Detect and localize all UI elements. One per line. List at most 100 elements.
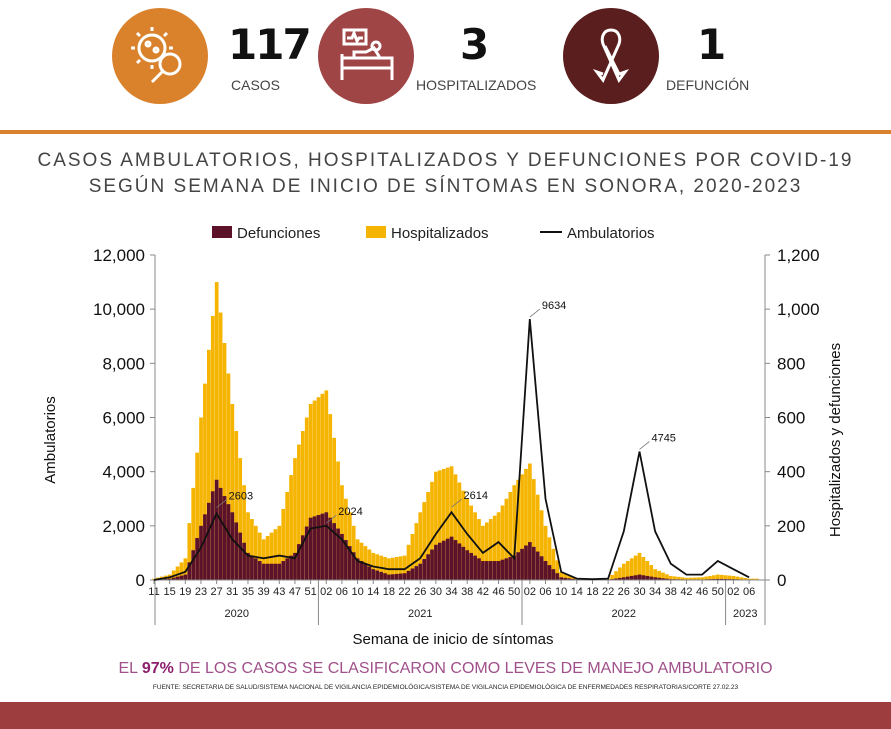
bar-defunciones (367, 566, 372, 580)
x-tick-label: 26 (414, 586, 426, 598)
bar-defunciones (269, 563, 274, 580)
y-axis-title-left: Ambulatorios (42, 396, 59, 484)
bar-hospitalizados (222, 343, 227, 580)
bar-defunciones (383, 573, 387, 580)
bar-defunciones (265, 563, 270, 580)
bar-hospitalizados (250, 519, 254, 580)
bar-defunciones (571, 578, 575, 580)
bar-hospitalizados (340, 485, 344, 580)
x-tick-label: 34 (649, 586, 661, 598)
bar-hospitalizados (735, 576, 740, 580)
x-tick-label: 43 (273, 586, 285, 598)
bar-hospitalizados (551, 548, 556, 580)
bar-defunciones (477, 558, 481, 580)
y-tick-label-right: 400 (777, 463, 805, 482)
x-tick-label: 46 (696, 586, 708, 598)
bar-defunciones (414, 566, 419, 580)
bar-defunciones (187, 562, 192, 580)
note-post: DE LOS CASOS SE CLASIFICARON COMO LEVES … (173, 660, 773, 677)
bar-hospitalizados (410, 533, 415, 580)
bar-hospitalizados (210, 315, 215, 580)
bar-defunciones (637, 574, 642, 580)
bar-defunciones (461, 546, 466, 580)
bar-hospitalizados (739, 577, 744, 580)
x-axis-title: Semana de inicio de síntomas (353, 631, 554, 648)
bar-hospitalizados (187, 523, 192, 580)
bar-hospitalizados (457, 482, 462, 580)
bar-defunciones (253, 558, 258, 580)
bar-hospitalizados (500, 505, 505, 580)
bar-defunciones (394, 573, 399, 580)
x-tick-label: 15 (164, 586, 176, 598)
bar-defunciones (281, 561, 286, 580)
bar-defunciones (250, 555, 254, 580)
bar-hospitalizados (207, 349, 211, 580)
y-tick-label-right: 200 (777, 517, 805, 536)
x-tick-label: 50 (712, 586, 724, 598)
bar-defunciones (210, 491, 215, 580)
bar-defunciones (387, 574, 391, 580)
x-tick-label: 34 (445, 586, 457, 598)
bar-hospitalizados (324, 390, 329, 580)
bar-hospitalizados (684, 577, 689, 580)
bar-hospitalizados (668, 575, 673, 580)
bar-defunciones (629, 575, 634, 580)
bar-hospitalizados (524, 468, 528, 580)
bar-defunciones (371, 569, 376, 580)
bar-defunciones (422, 559, 427, 580)
annotation-leader (529, 308, 541, 318)
bar-hospitalizados (751, 578, 755, 580)
deaths-count: 1 (697, 20, 726, 69)
bar-defunciones (332, 523, 336, 580)
bar-hospitalizados (700, 577, 704, 580)
bar-hospitalizados (618, 567, 622, 580)
bar-defunciones (641, 575, 646, 580)
bar-hospitalizados (179, 562, 184, 580)
bar-defunciones (551, 569, 556, 580)
x-tick-label: 35 (242, 586, 254, 598)
divider-line (0, 130, 891, 134)
bar-hospitalizados (692, 577, 697, 580)
bar-hospitalizados (320, 393, 325, 580)
bar-defunciones (508, 556, 513, 580)
x-tick-label: 51 (304, 586, 316, 598)
bar-hospitalizados (316, 397, 321, 580)
virus-magnifier-icon (131, 27, 182, 84)
bar-defunciones (625, 576, 630, 580)
bar-hospitalizados (665, 574, 669, 580)
bar-hospitalizados (512, 485, 517, 580)
source-text: FUENTE: SECRETARIA DE SALUD/SISTEMA NACI… (152, 684, 739, 691)
bar-hospitalizados (469, 505, 474, 580)
bar-hospitalizados (398, 556, 403, 580)
bar-hospitalizados (715, 574, 720, 580)
bar-defunciones (653, 577, 658, 580)
bar-hospitalizados (461, 490, 466, 580)
x-tick-label: 38 (665, 586, 677, 598)
bar-defunciones (375, 570, 380, 580)
bar-defunciones (492, 561, 497, 580)
x-tick-label: 06 (539, 586, 551, 598)
bar-defunciones (273, 563, 278, 580)
bar-defunciones (402, 573, 407, 580)
bar-defunciones (363, 563, 368, 580)
bar-defunciones (559, 577, 564, 580)
bar-defunciones (246, 552, 250, 580)
bar-defunciones (199, 525, 203, 580)
bar-hospitalizados (273, 529, 278, 580)
bar-hospitalizados (183, 558, 188, 580)
bar-defunciones (547, 565, 552, 580)
bar-defunciones (719, 578, 724, 580)
legend-label-ambulatorios: Ambulatorios (567, 225, 655, 242)
bar-defunciones (379, 571, 383, 580)
ribbon-icon (592, 28, 630, 83)
bar-hospitalizados (622, 563, 626, 580)
bar-hospitalizados (528, 463, 532, 580)
bar-defunciones (437, 542, 442, 580)
bar-defunciones (410, 568, 415, 580)
bar-defunciones (426, 554, 430, 580)
bar-hospitalizados (246, 512, 250, 580)
bar-defunciones (657, 577, 661, 580)
x-tick-label: 31 (226, 586, 238, 598)
cases-icon-circle (112, 8, 208, 104)
